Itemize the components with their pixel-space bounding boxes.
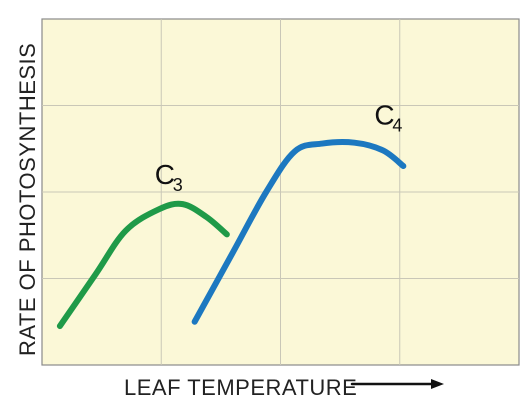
x-axis-arrow-head [431,379,444,389]
c4-label: C4 [374,100,402,136]
grid-lines [42,19,519,365]
c3-label: C3 [155,159,183,195]
c4-curve [191,139,407,325]
c3-label-sub: 3 [173,175,183,195]
c4-label-sub: 4 [392,116,402,136]
c3-label-main: C [155,159,175,190]
series-layer [56,139,407,330]
y-axis-label: RATE OF PHOTOSYNTHESIS [15,43,40,356]
x-axis-label: LEAF TEMPERATURE [124,375,357,400]
x-axis-arrow [350,379,444,389]
c4-label-main: C [374,100,394,131]
c3-curve [56,200,230,330]
